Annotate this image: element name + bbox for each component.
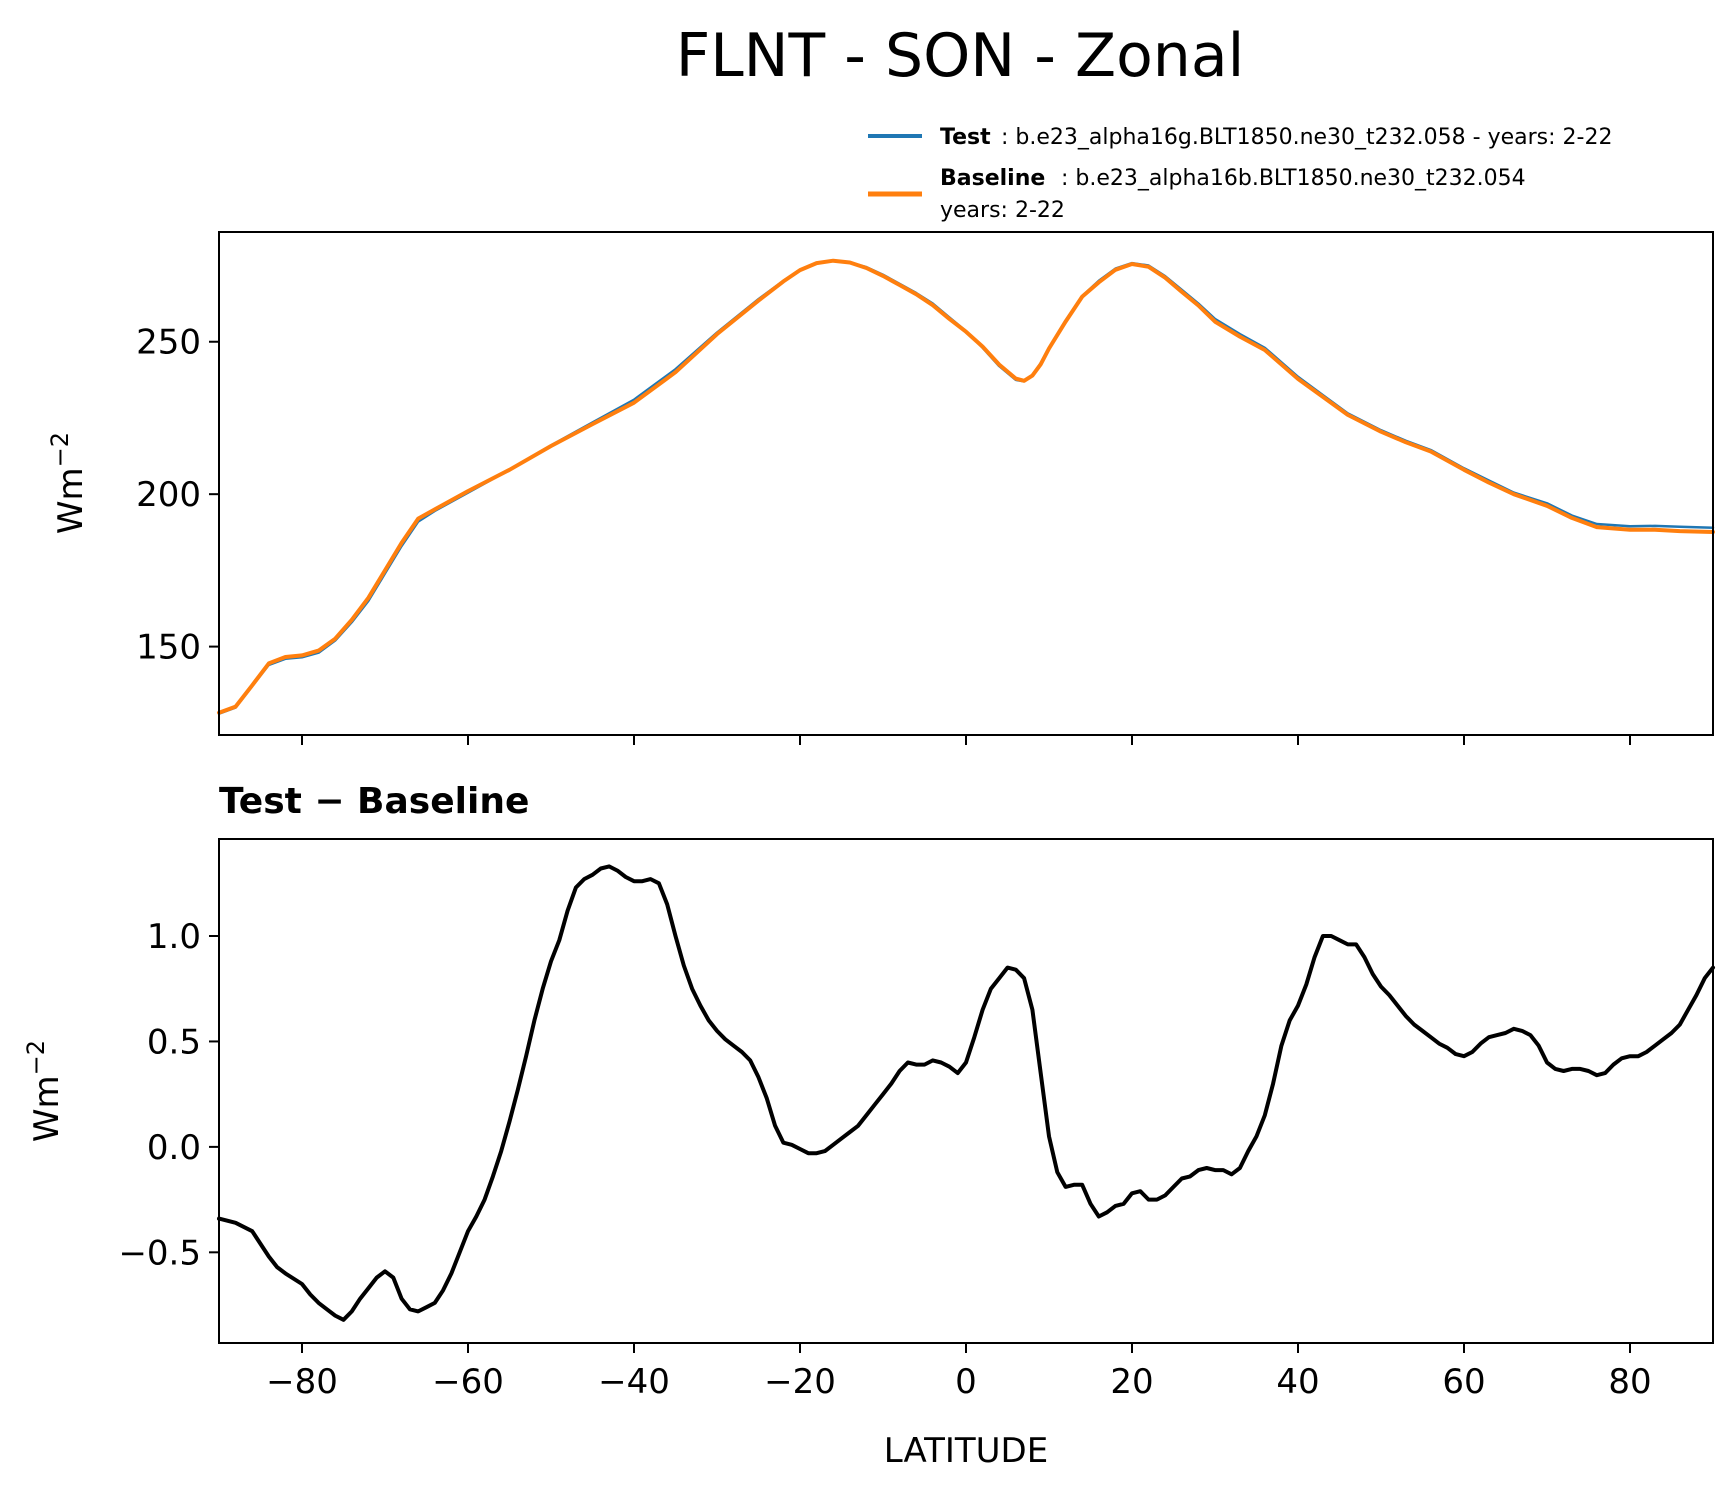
xtick-label: 20 [1110,1362,1153,1402]
bottom-panel-frame [218,838,1714,1344]
top-series-test-line [217,259,1715,715]
x-axis-label: LATITUDE [884,1431,1048,1471]
top-ytick-label: 200 [136,475,201,515]
legend: Test : b.e23_alpha16g.BLT1850.ne30_t232.… [868,125,1612,223]
xtick-label: −40 [598,1362,670,1402]
top-panel: 150 200 250 Wm−2 [46,231,1715,745]
bottom-ytick-label: 0.5 [147,1022,201,1062]
bottom-panel: Test − Baseline −0.5 0.0 0.5 1.0 −80 −60 −40 −2… [22,781,1715,1471]
xtick-label: 60 [1442,1362,1485,1402]
xtick-label: 40 [1276,1362,1319,1402]
bottom-series-test-baseline-line [217,864,1715,1322]
top-ytick-label: 150 [136,628,201,668]
xtick-label: 0 [955,1362,977,1402]
bottom-ytick-label: −0.5 [118,1233,201,1273]
xtick-label: −80 [266,1362,338,1402]
xtick-label: 80 [1608,1362,1651,1402]
figure-title: FLNT - SON - Zonal [676,21,1245,91]
legend-test-text: : b.e23_alpha16g.BLT1850.ne30_t232.058 -… [1001,125,1612,150]
top-series-baseline-line [217,258,1715,715]
bottom-ylabel: Wm−2 [22,1040,67,1142]
bottom-title: Test − Baseline [219,781,529,822]
xtick-label: −20 [764,1362,836,1402]
top-panel-frame [218,231,1714,736]
legend-baseline-text2: years: 2-22 [940,198,1065,223]
bottom-ytick-label: 0.0 [147,1128,201,1168]
legend-baseline-name: Baseline [940,166,1045,191]
legend-test-name: Test [940,125,991,150]
bottom-ytick-label: 1.0 [147,917,201,957]
legend-baseline-text: : b.e23_alpha16b.BLT1850.ne30_t232.054 [1061,166,1526,191]
top-ylabel: Wm−2 [46,432,91,534]
top-ytick-label: 250 [136,323,201,363]
xtick-label: −60 [432,1362,504,1402]
